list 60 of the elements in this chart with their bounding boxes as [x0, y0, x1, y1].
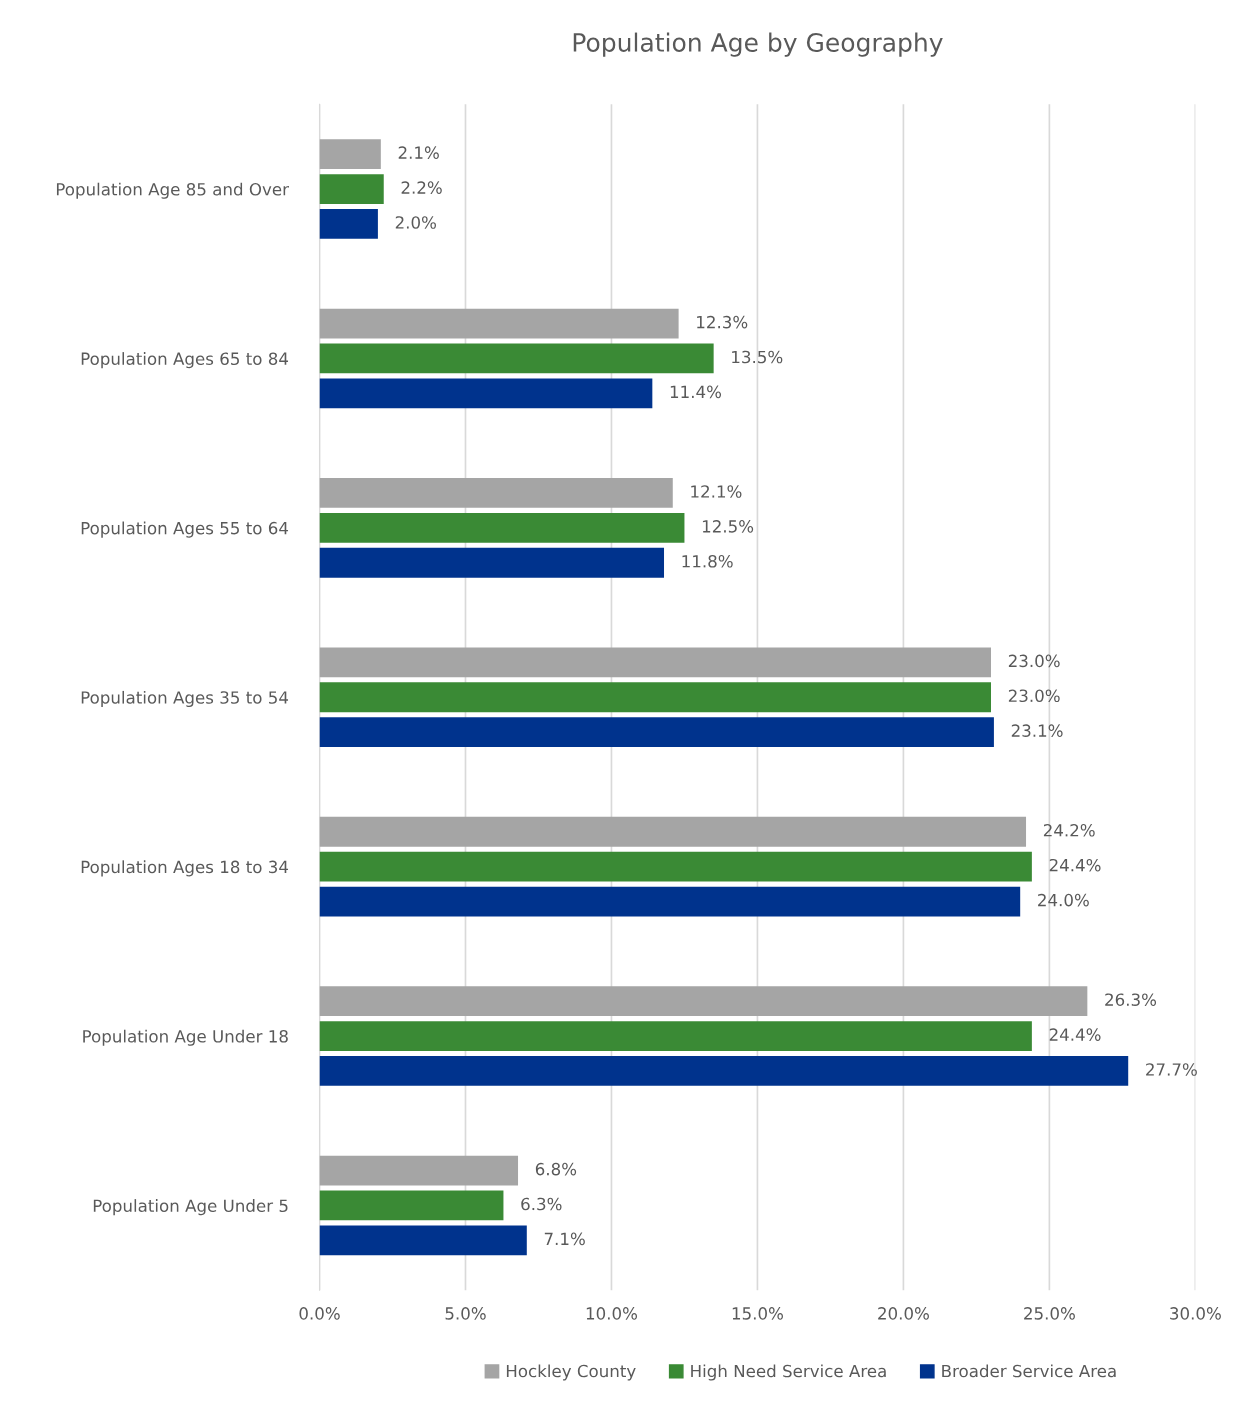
- bar: [319, 717, 994, 748]
- data-label: 27.7%: [1146, 1063, 1197, 1076]
- data-label: 2.0%: [395, 216, 436, 229]
- y-tick-label: Population Age Under 18: [83, 1029, 288, 1046]
- bar: [319, 986, 1088, 1017]
- x-tick-label: 10.0%: [586, 1307, 638, 1320]
- data-label: 12.5%: [702, 520, 754, 533]
- y-tick-label: Population Ages 18 to 34: [81, 860, 289, 877]
- data-label: 6.3%: [521, 1197, 562, 1211]
- data-label: 23.0%: [1008, 654, 1060, 668]
- bar: [319, 1056, 1129, 1086]
- data-label: 13.5%: [732, 350, 783, 364]
- bar: [319, 547, 665, 578]
- bar: [319, 1155, 519, 1186]
- legend-label: Broader Service Area: [942, 1364, 1116, 1378]
- data-label: 24.0%: [1038, 893, 1089, 907]
- y-tick-label: Population Age 85 and Over: [56, 182, 289, 199]
- data-label: 12.3%: [697, 315, 748, 329]
- bar: [319, 378, 653, 409]
- data-label: 23.0%: [1008, 689, 1060, 703]
- bar: [319, 682, 991, 713]
- bar: [319, 343, 714, 374]
- data-label: 12.1%: [691, 485, 742, 498]
- x-tick-label: 15.0%: [732, 1307, 783, 1320]
- x-tick-label: 5.0%: [445, 1307, 486, 1320]
- legend-label: High Need Service Area: [691, 1364, 886, 1381]
- legend-label: Hockley County: [506, 1364, 636, 1381]
- bar: [319, 1190, 504, 1221]
- data-label: 26.3%: [1105, 993, 1157, 1006]
- data-label: 24.4%: [1049, 858, 1101, 872]
- y-tick-label: Population Age Under 5: [93, 1199, 288, 1216]
- data-label: 7.1%: [544, 1232, 585, 1246]
- data-label: 2.1%: [398, 146, 439, 159]
- y-tick-label: Population Ages 65 to 84: [81, 352, 289, 369]
- bar: [319, 851, 1032, 882]
- data-label: 24.4%: [1049, 1028, 1101, 1041]
- x-tick-label: 20.0%: [878, 1307, 929, 1320]
- bar: [319, 816, 1027, 847]
- x-tick-label: 25.0%: [1024, 1307, 1075, 1320]
- data-label: 2.2%: [401, 181, 442, 194]
- data-label: 11.4%: [670, 385, 722, 399]
- bar: [319, 512, 685, 543]
- data-label: 11.8%: [682, 554, 733, 568]
- bar: [319, 647, 991, 678]
- bar: [319, 308, 679, 339]
- bar: [319, 1021, 1032, 1051]
- x-tick-label: 30.0%: [1170, 1307, 1221, 1320]
- data-label: 6.8%: [535, 1162, 577, 1176]
- x-tick-label: 0.0%: [299, 1307, 340, 1320]
- data-label: 24.2%: [1043, 823, 1095, 837]
- y-tick-label: Population Ages 55 to 64: [81, 521, 289, 538]
- bar: [319, 886, 1021, 917]
- bar: [319, 478, 673, 508]
- bar: [319, 139, 381, 170]
- bar: [319, 174, 384, 204]
- bar: [319, 1225, 527, 1256]
- chart-title: Population Age by Geography: [573, 32, 943, 57]
- bar: [319, 209, 378, 239]
- data-label: 23.1%: [1011, 724, 1063, 737]
- y-tick-label: Population Ages 35 to 54: [81, 690, 289, 708]
